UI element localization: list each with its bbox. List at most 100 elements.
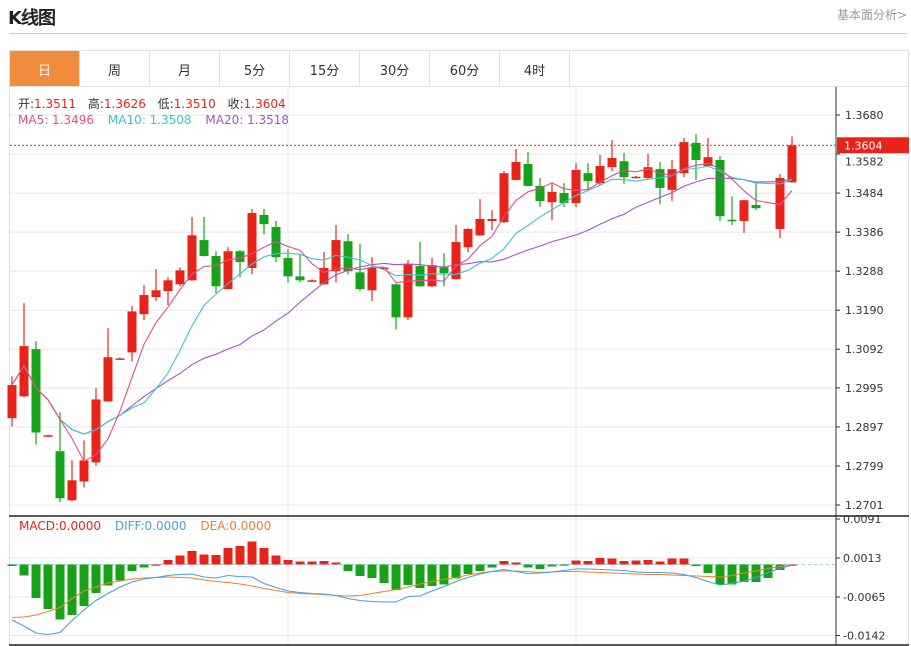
macd-tick-label: -0.0142 xyxy=(843,630,885,643)
macd-bar xyxy=(703,564,713,573)
price-tick-label: 1.3680 xyxy=(845,109,884,122)
tab-60min[interactable]: 60分 xyxy=(430,51,500,87)
tab-week[interactable]: 周 xyxy=(80,51,150,87)
candle-body xyxy=(115,358,125,360)
candle xyxy=(451,224,461,280)
candle-body xyxy=(103,357,113,402)
macd-bar xyxy=(31,564,41,598)
macd-bar xyxy=(607,558,617,565)
diff-line xyxy=(11,564,793,636)
macd-bar xyxy=(775,564,785,570)
diff-value: DIFF:0.0000 xyxy=(114,519,187,533)
candle xyxy=(607,140,617,172)
ma20-line xyxy=(11,177,793,435)
candle xyxy=(115,357,125,360)
candle-body xyxy=(751,205,761,209)
candle-body xyxy=(535,185,545,202)
candle xyxy=(55,412,65,503)
candle xyxy=(295,254,305,283)
candle xyxy=(583,163,593,190)
macd-bar xyxy=(211,555,221,565)
candle xyxy=(463,228,473,253)
candle-body xyxy=(259,214,269,225)
fundamental-analysis-link[interactable]: 基本面分析> xyxy=(836,8,907,22)
candle-body xyxy=(235,251,245,262)
candle-body xyxy=(739,200,749,221)
macd-bar xyxy=(79,564,89,606)
candle xyxy=(259,209,269,235)
header-divider xyxy=(9,33,907,34)
dea-value: DEA:0.0000 xyxy=(200,519,272,533)
candle xyxy=(691,134,701,180)
candle-body xyxy=(403,263,413,318)
ohlc-readout: 开:1.3511 高:1.3626 低:1.3510 收:1.3604 xyxy=(18,95,294,112)
price-tick-label: 1.3582 xyxy=(845,155,884,168)
macd-bar xyxy=(499,561,509,565)
macd-bar xyxy=(19,564,29,576)
candle xyxy=(307,279,317,282)
candle-body xyxy=(511,162,521,180)
candle xyxy=(175,267,185,287)
price-tick-label: 1.3092 xyxy=(845,343,884,356)
close-value: 1.3604 xyxy=(243,97,286,111)
candle-body xyxy=(19,346,29,397)
ma5-line xyxy=(11,162,793,463)
candle-body xyxy=(343,241,353,272)
high-value: 1.3626 xyxy=(103,97,146,111)
period-tabs: 日 周 月 5分 15分 30分 60分 4时 xyxy=(9,50,909,87)
candle xyxy=(139,285,149,321)
macd-bar xyxy=(175,555,185,565)
macd-bar xyxy=(391,564,401,590)
macd-bar xyxy=(751,564,761,582)
candle xyxy=(787,136,797,183)
tab-month[interactable]: 月 xyxy=(150,51,220,87)
macd-readout: MACD:0.0000 DIFF:0.0000 DEA:0.0000 xyxy=(19,519,271,533)
macd-bar xyxy=(523,564,533,568)
macd-bar xyxy=(223,548,233,565)
last-price-badge xyxy=(837,137,909,154)
candle-body xyxy=(667,169,677,190)
macd-bar xyxy=(463,564,473,574)
candle-body xyxy=(715,160,725,217)
tab-day[interactable]: 日 xyxy=(10,51,80,87)
candle-body xyxy=(199,240,209,257)
macd-bar xyxy=(235,546,245,565)
macd-tick-label: 0.0013 xyxy=(843,552,882,565)
candle xyxy=(667,160,677,202)
ma5-value: MA5: 1.3496 xyxy=(18,113,95,127)
macd-bar xyxy=(511,562,521,565)
price-tick-label: 1.2799 xyxy=(845,460,884,473)
candle xyxy=(739,199,749,233)
macd-bar xyxy=(343,564,353,571)
tab-15min[interactable]: 15分 xyxy=(290,51,360,87)
candle-body xyxy=(391,284,401,318)
tab-5min[interactable]: 5分 xyxy=(220,51,290,87)
close-label: 收: xyxy=(227,97,244,111)
candle-body xyxy=(43,435,53,437)
tab-30min[interactable]: 30分 xyxy=(360,51,430,87)
candle xyxy=(403,260,413,321)
macd-bar xyxy=(643,560,653,565)
candle-body xyxy=(595,165,605,184)
candle-body xyxy=(175,270,185,285)
candle xyxy=(199,216,209,257)
macd-bar xyxy=(595,558,605,565)
low-value: 1.3510 xyxy=(173,97,216,111)
candle xyxy=(511,148,521,181)
macd-bar xyxy=(667,558,677,565)
candle xyxy=(547,183,557,221)
tab-4hour[interactable]: 4时 xyxy=(500,51,570,87)
candle-body xyxy=(547,191,557,203)
macd-bar xyxy=(727,564,737,585)
macd-bar xyxy=(679,558,689,565)
macd-bar xyxy=(439,564,449,585)
macd-bar xyxy=(715,564,725,585)
price-tick-label: 1.2897 xyxy=(845,421,884,434)
page-title: K线图 xyxy=(8,8,56,29)
candle-body xyxy=(187,235,197,281)
macd-bar xyxy=(571,560,581,565)
macd-bar xyxy=(547,564,557,567)
macd-bar xyxy=(487,564,497,568)
candle-body xyxy=(163,280,173,292)
